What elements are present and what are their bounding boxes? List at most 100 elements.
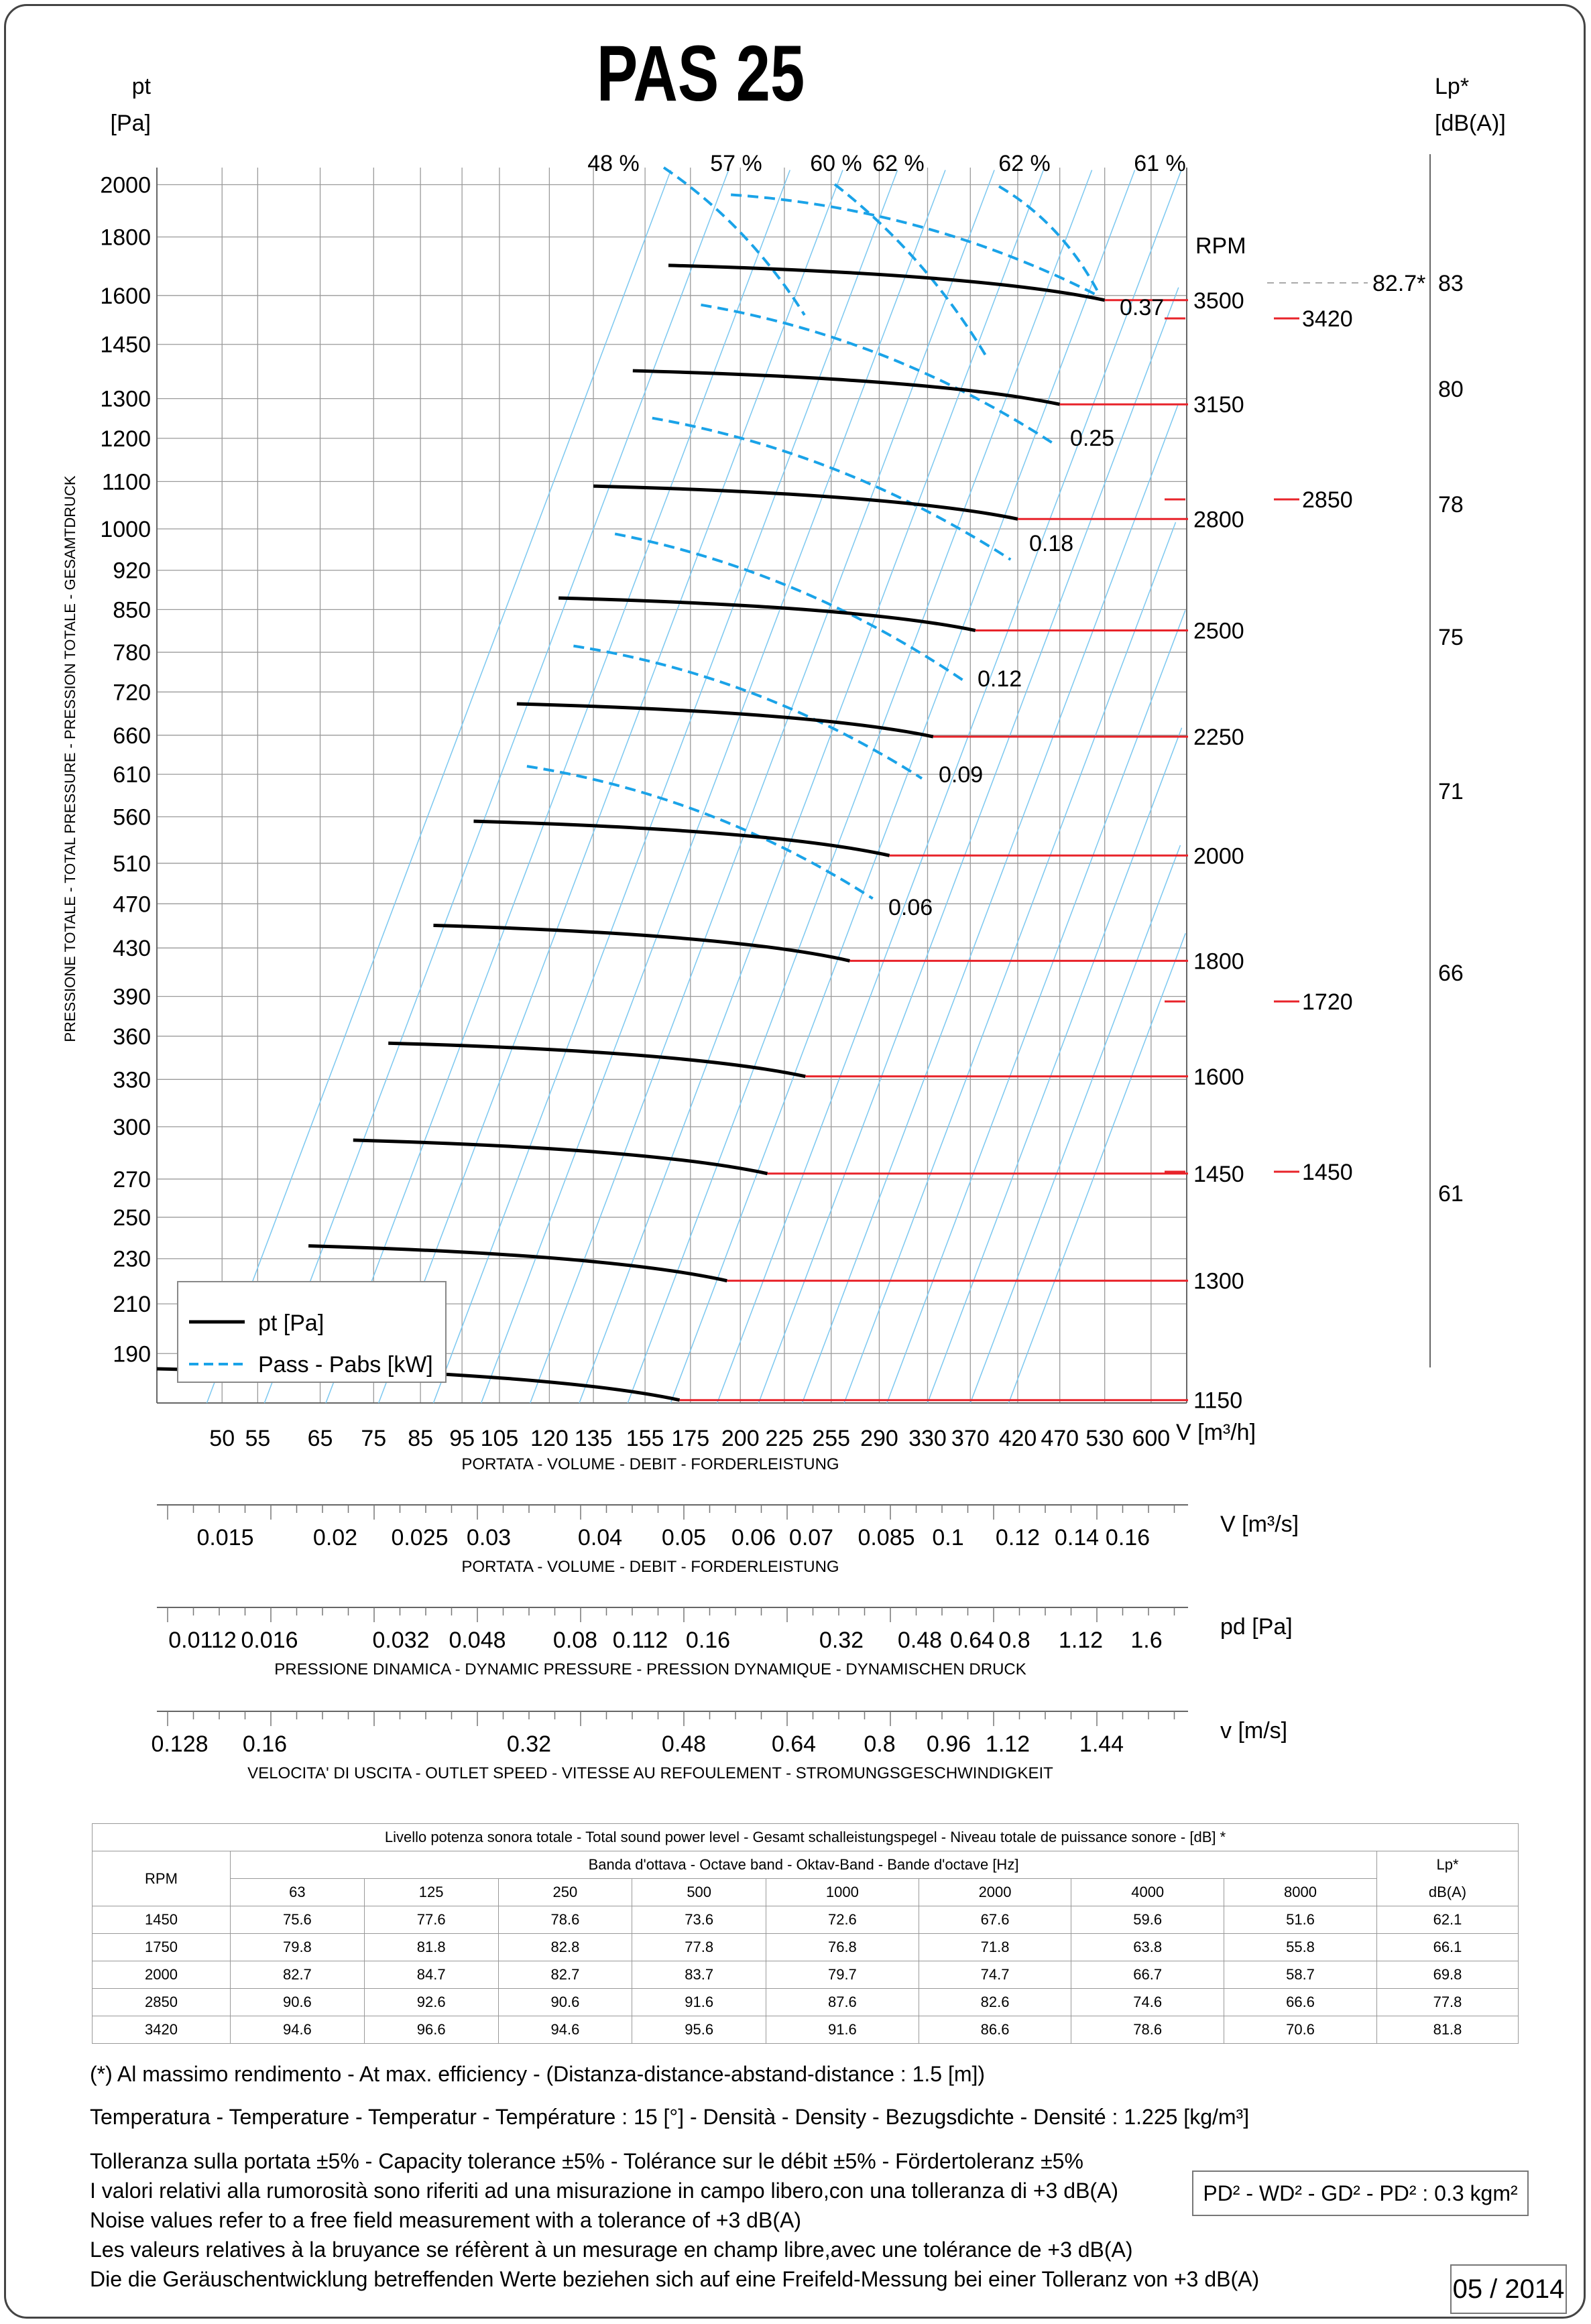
pressure-curve <box>668 263 1106 302</box>
lp-tick-label: 75 <box>1438 625 1464 650</box>
power-label: 0.18 <box>1029 531 1073 556</box>
y-tick-label: 230 <box>113 1247 151 1272</box>
pressure-curve <box>632 369 1061 406</box>
sound-table-cell: 77.8 <box>1376 1988 1519 2016</box>
y-tick-label: 660 <box>113 723 151 749</box>
sound-table-cell: 96.6 <box>363 2016 499 2044</box>
scale-tick-label: 0.03 <box>467 1525 511 1550</box>
y-axis-label: PRESSIONE TOTALE - TOTAL PRESSURE - PRES… <box>62 475 78 1042</box>
scale-label: VELOCITA' DI USCITA - OUTLET SPEED - VIT… <box>247 1764 1053 1782</box>
date-box: 05 / 2014 <box>1450 2264 1567 2314</box>
system-resistance-line <box>927 727 1183 1404</box>
sound-table-band-row: 63 125 250 500 1000 2000 4000 8000 dB(A) <box>93 1878 1519 1906</box>
power-curve <box>614 532 966 683</box>
y-tick-label: 330 <box>113 1067 151 1093</box>
sound-table-cell: 1450 <box>92 1906 231 1934</box>
page-frame <box>4 4 1586 2319</box>
band-cell: 500 <box>632 1878 767 1906</box>
legend-pt: pt [Pa] <box>258 1310 324 1336</box>
sound-table-cell: 95.6 <box>632 2016 767 2044</box>
scale-tick-label: 0.128 <box>151 1731 208 1757</box>
efficiency-label: 57 % <box>710 151 762 176</box>
pressure-curve <box>593 484 1018 521</box>
legend: pt [Pa] Pass - Pabs [kW] <box>177 1281 447 1383</box>
sound-table-cell: 69.8 <box>1376 1961 1519 1989</box>
power-curve-extension <box>998 185 1101 296</box>
scale-unit: v [m/s] <box>1220 1718 1287 1744</box>
rpm-header: RPM <box>1195 233 1246 259</box>
x-tick-label: 155 <box>626 1426 664 1451</box>
pressure-curve <box>558 596 976 632</box>
band-cell: 4000 <box>1071 1878 1225 1906</box>
power-curve <box>573 644 923 780</box>
sound-table-cell: 70.6 <box>1224 2016 1377 2044</box>
sound-table-cell: 94.6 <box>230 2016 365 2044</box>
rpm-label: 2800 <box>1193 507 1244 532</box>
sound-table-cell: 84.7 <box>363 1961 499 1989</box>
sound-table-cell: 92.6 <box>363 1988 499 2016</box>
y-tick-label: 1800 <box>100 225 151 251</box>
note-tolerance-4: Les valeurs relatives à la bruyance se r… <box>90 2238 1133 2262</box>
lp-unit-bottom: [dB(A)] <box>1435 111 1506 136</box>
y-unit-top: pt <box>132 74 152 99</box>
sound-table-cell: 82.8 <box>497 1933 633 1961</box>
sound-table-cell: 82.7 <box>497 1961 633 1989</box>
lp-tick-label: 78 <box>1438 492 1464 517</box>
power-curve <box>730 193 1098 297</box>
band-cell: 250 <box>497 1878 633 1906</box>
note-tolerance-3: Noise values refer to a free field measu… <box>90 2208 801 2232</box>
sound-table-rpm-header: RPM <box>92 1851 231 1906</box>
scale-tick-label: 1.6 <box>1130 1628 1162 1653</box>
sound-table-caption: Livello potenza sonora totale - Total so… <box>92 1823 1519 1851</box>
x-tick-label: 85 <box>408 1426 433 1451</box>
y-tick-label: 1200 <box>100 426 151 452</box>
scale-tick-label: 0.112 <box>613 1628 668 1653</box>
secondary-scales <box>157 154 1431 1726</box>
sound-table-cell: 94.6 <box>497 2016 633 2044</box>
sound-table-cell: 83.7 <box>632 1961 767 1989</box>
sound-table-cell: 87.6 <box>766 1988 919 2016</box>
system-resistance-line <box>716 170 1182 1404</box>
power-curve-extension <box>662 166 806 316</box>
scale-tick-label: 0.032 <box>372 1628 429 1653</box>
band-cell: 125 <box>363 1878 499 1906</box>
x-tick-label: 600 <box>1132 1426 1170 1451</box>
sound-table-cell: 66.6 <box>1224 1988 1377 2016</box>
rpm-label: 1300 <box>1193 1269 1244 1294</box>
sound-table-cell: 78.6 <box>1071 2016 1225 2044</box>
system-resistance-line <box>758 287 1179 1404</box>
x-tick-label: 175 <box>671 1426 709 1451</box>
sound-table-cell: 63.8 <box>1071 1933 1225 1961</box>
y-tick-label: 360 <box>113 1024 151 1050</box>
x-tick-label: 75 <box>361 1426 386 1451</box>
sound-table-cell: 82.7 <box>230 1961 365 1989</box>
scale-label: PRESSIONE DINAMICA - DYNAMIC PRESSURE - … <box>274 1660 1026 1678</box>
x-tick-label: 330 <box>908 1426 947 1451</box>
lp-tick-label: 83 <box>1438 271 1464 296</box>
x-tick-label: 200 <box>721 1426 760 1451</box>
system-resistance-line <box>432 170 898 1404</box>
rpm-lines <box>679 299 1188 1402</box>
sound-marker-label: 3420 <box>1302 306 1353 332</box>
sound-table-cell: 73.6 <box>632 1906 767 1934</box>
rpm-label: 1150 <box>1193 1388 1242 1414</box>
lp-tick-label: 66 <box>1438 961 1464 986</box>
sound-table-cell: 76.8 <box>766 1933 919 1961</box>
scale-tick-label: 0.48 <box>662 1731 706 1757</box>
scale-tick-label: 0.02 <box>313 1525 357 1550</box>
scale-tick-label: 1.12 <box>1059 1628 1103 1653</box>
scale-tick-label: 0.05 <box>662 1525 706 1550</box>
scale-unit: pd [Pa] <box>1220 1614 1293 1640</box>
system-lines <box>206 170 1186 1404</box>
y-tick-label: 250 <box>113 1205 151 1231</box>
sound-table-cell: 90.6 <box>230 1988 365 2016</box>
rpm-label: 3500 <box>1193 288 1244 314</box>
x-tick-label: 105 <box>481 1426 519 1451</box>
scale-tick-label: 0.16 <box>243 1731 287 1757</box>
chart-title: PAS 25 <box>597 29 805 118</box>
x-tick-label: 290 <box>860 1426 898 1451</box>
lp-unit-top: Lp* <box>1435 74 1469 99</box>
y-tick-label: 610 <box>113 762 151 788</box>
pressure-curve <box>308 1244 727 1283</box>
x-tick-label: 65 <box>308 1426 333 1451</box>
